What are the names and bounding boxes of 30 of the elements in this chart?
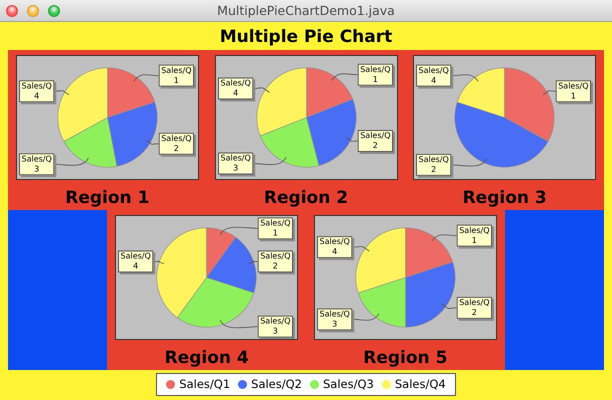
text: Region 1 <box>64 187 150 210</box>
text: MultiplePieChartDemo1.java <box>216 2 396 20</box>
slice-label: Sales/Q4 <box>319 237 350 256</box>
text: Region 3 <box>462 187 548 210</box>
slice-label: Sales/Q1 <box>161 66 192 85</box>
slice-label: Sales/Q4 <box>21 81 52 100</box>
legend-label: Sales/Q4 <box>394 377 446 391</box>
slice-label: Sales/Q3 <box>260 316 291 336</box>
text: Region 2 <box>262 187 350 210</box>
text: Region 4 <box>164 347 250 370</box>
slice-label: Sales/Q1 <box>459 226 490 245</box>
legend-label: Sales/Q1 <box>179 377 230 391</box>
text: Region 5 <box>362 347 448 370</box>
legend-label: Sales/Q2 <box>251 377 302 391</box>
slice-label: Sales/Q2 <box>418 155 450 174</box>
slice-label: Sales/Q3 <box>319 309 350 328</box>
slice-label: Sales/Q4 <box>220 78 250 98</box>
slice-label: Sales/Q4 <box>120 252 152 271</box>
slice-label: Sales/Q2 <box>360 131 390 150</box>
slice-label: Sales/Q1 <box>558 81 589 100</box>
slice-label: Sales/Q3 <box>21 154 52 174</box>
slice-label: Sales/Q1 <box>360 64 390 84</box>
slice-label: Sales/Q2 <box>161 134 192 153</box>
slice-label: Sales/Q2 <box>260 252 291 271</box>
slice-label: Sales/Q1 <box>260 218 291 238</box>
legend-label: Sales/Q3 <box>323 377 374 391</box>
slice-label: Sales/Q4 <box>418 66 450 85</box>
slice-label: Sales/Q2 <box>459 298 490 317</box>
text: Multiple Pie Chart <box>218 26 394 49</box>
slice-label: Sales/Q3 <box>220 154 250 173</box>
